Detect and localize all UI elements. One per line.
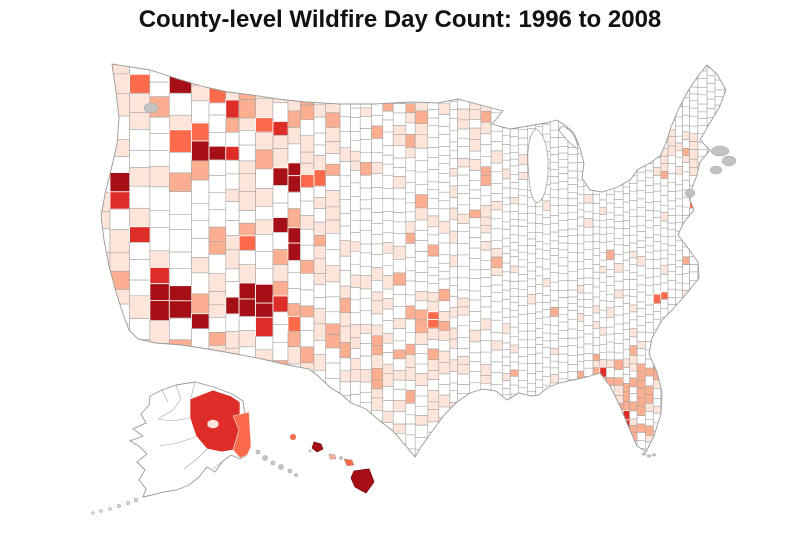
alaska-inset	[91, 381, 298, 515]
page-title: County-level Wildfire Day Count: 1996 to…	[138, 6, 662, 33]
hawaii-inset	[308, 441, 375, 494]
lower48-outline	[100, 63, 727, 458]
great-lakes	[527, 125, 579, 204]
na-patches	[143, 102, 737, 458]
